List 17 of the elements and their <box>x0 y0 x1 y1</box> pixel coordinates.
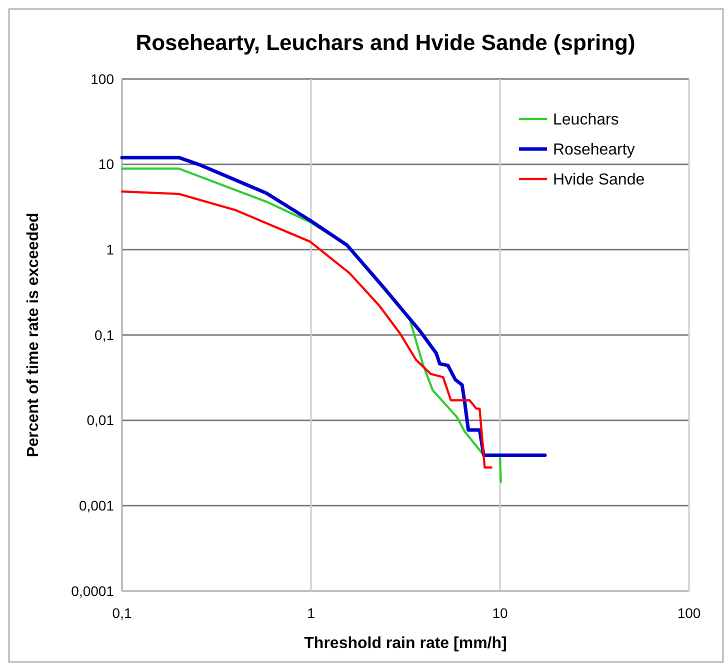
y-tick-label: 0,0001 <box>71 582 114 599</box>
y-tick-label: 0,001 <box>78 498 114 514</box>
y-axis-title: Percent of time rate is exceeded <box>25 212 42 458</box>
y-tick-label: 1 <box>106 242 114 258</box>
x-tick-label: 100 <box>677 605 701 621</box>
x-tick-label: 1 <box>307 605 316 621</box>
chart-title: Rosehearty, Leuchars and Hvide Sande (spring) <box>136 30 636 55</box>
legend-label: Rosehearty <box>553 142 635 159</box>
legend-label: Hvide Sande <box>553 172 645 189</box>
y-tick-label: 0,01 <box>86 412 114 428</box>
y-tick-label: 10 <box>98 156 114 172</box>
y-tick-label: 100 <box>90 70 114 87</box>
legend-label: Leuchars <box>553 112 619 129</box>
x-tick-label: 10 <box>492 605 508 621</box>
x-axis-title: Threshold rain rate [mm/h] <box>304 635 507 652</box>
y-tick-label: 0,1 <box>94 326 114 343</box>
x-tick-label: 0,1 <box>112 605 132 621</box>
